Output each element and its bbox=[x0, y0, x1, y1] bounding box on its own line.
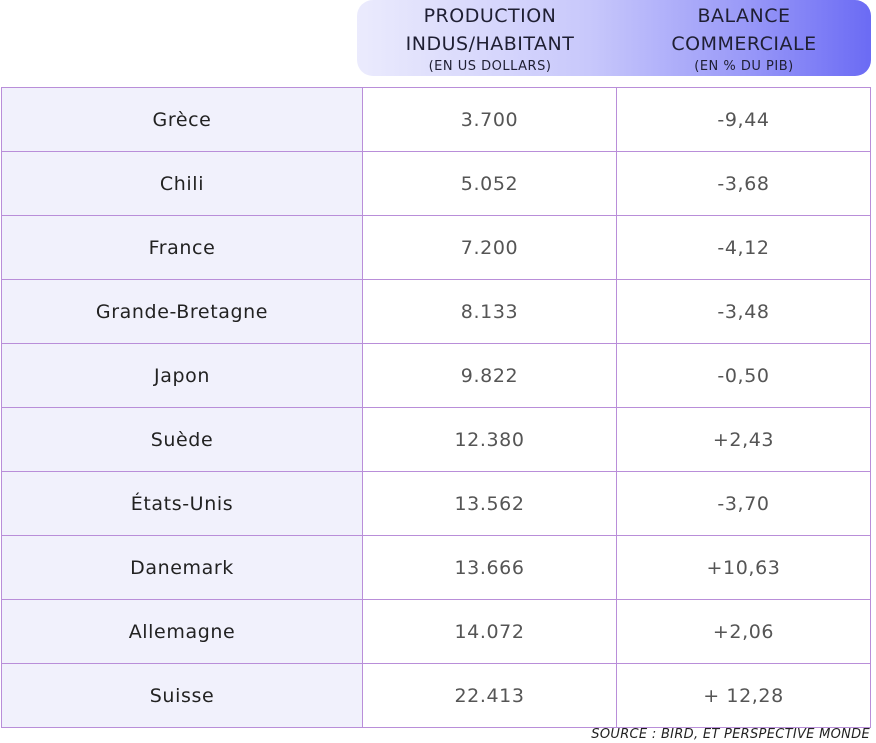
country-cell: Grèce bbox=[1, 87, 363, 152]
country-cell: Japon bbox=[1, 343, 363, 408]
production-cell: 22.413 bbox=[362, 663, 617, 728]
table-row: Allemagne 14.072 +2,06 bbox=[1, 599, 871, 664]
country-cell: Danemark bbox=[1, 535, 363, 600]
table-row: Suède 12.380 +2,43 bbox=[1, 407, 871, 472]
country-cell: Suisse bbox=[1, 663, 363, 728]
source-note: SOURCE : BIRD, ET PERSPECTIVE MONDE bbox=[591, 727, 870, 742]
production-cell: 3.700 bbox=[362, 87, 617, 152]
column-header-band bbox=[357, 0, 871, 76]
table-row: Grèce 3.700 -9,44 bbox=[1, 87, 871, 152]
production-cell: 8.133 bbox=[362, 279, 617, 344]
table-row: France 7.200 -4,12 bbox=[1, 215, 871, 280]
header-production-line2: INDUS/HABITANT bbox=[405, 33, 575, 55]
header-balance-unit: (EN % DU PIB) bbox=[694, 59, 794, 74]
header-production-line1: PRODUCTION bbox=[423, 5, 557, 27]
balance-cell: +2,43 bbox=[616, 407, 871, 472]
balance-cell: -3,70 bbox=[616, 471, 871, 536]
balance-cell: -0,50 bbox=[616, 343, 871, 408]
header-production-unit: (EN US DOLLARS) bbox=[428, 59, 552, 74]
balance-cell: +10,63 bbox=[616, 535, 871, 600]
country-cell: États-Unis bbox=[1, 471, 363, 536]
balance-cell: -4,12 bbox=[616, 215, 871, 280]
table-row: Chili 5.052 -3,68 bbox=[1, 151, 871, 216]
table-row: Japon 9.822 -0,50 bbox=[1, 343, 871, 408]
balance-cell: -3,68 bbox=[616, 151, 871, 216]
header-balance-line2: COMMERCIALE bbox=[671, 33, 817, 55]
production-cell: 12.380 bbox=[362, 407, 617, 472]
balance-cell: +2,06 bbox=[616, 599, 871, 664]
country-cell: Chili bbox=[1, 151, 363, 216]
header-balance-line1: BALANCE bbox=[697, 5, 791, 27]
production-cell: 13.562 bbox=[362, 471, 617, 536]
data-table: Grèce 3.700 -9,44 Chili 5.052 -3,68 Fran… bbox=[1, 87, 871, 728]
production-cell: 14.072 bbox=[362, 599, 617, 664]
header-production: PRODUCTION INDUS/HABITANT (EN US DOLLARS… bbox=[363, 2, 617, 75]
country-cell: Suède bbox=[1, 407, 363, 472]
header-balance: BALANCE COMMERCIALE (EN % DU PIB) bbox=[617, 2, 871, 75]
table-row: États-Unis 13.562 -3,70 bbox=[1, 471, 871, 536]
production-cell: 9.822 bbox=[362, 343, 617, 408]
production-cell: 7.200 bbox=[362, 215, 617, 280]
table-row: Suisse 22.413 + 12,28 bbox=[1, 663, 871, 728]
balance-cell: + 12,28 bbox=[616, 663, 871, 728]
production-cell: 13.666 bbox=[362, 535, 617, 600]
table-row: Danemark 13.666 +10,63 bbox=[1, 535, 871, 600]
country-cell: Grande-Bretagne bbox=[1, 279, 363, 344]
table-row: Grande-Bretagne 8.133 -3,48 bbox=[1, 279, 871, 344]
country-cell: Allemagne bbox=[1, 599, 363, 664]
balance-cell: -9,44 bbox=[616, 87, 871, 152]
balance-cell: -3,48 bbox=[616, 279, 871, 344]
country-cell: France bbox=[1, 215, 363, 280]
production-cell: 5.052 bbox=[362, 151, 617, 216]
